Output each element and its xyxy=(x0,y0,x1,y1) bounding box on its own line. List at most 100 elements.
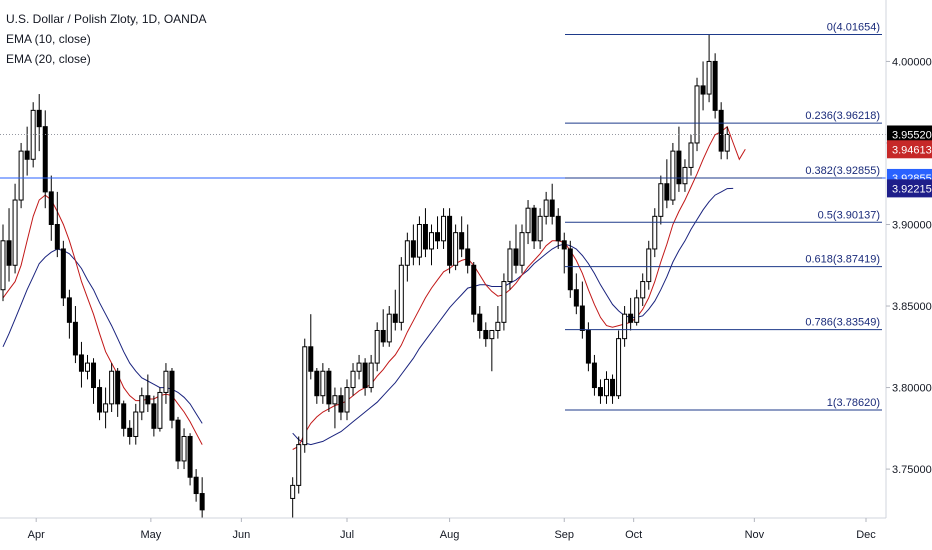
candle-body xyxy=(151,403,157,429)
candle-body xyxy=(103,403,109,413)
candle-body xyxy=(591,362,597,389)
time-tick-label: May xyxy=(140,529,161,541)
candle-body xyxy=(97,387,103,413)
candle-body xyxy=(356,362,362,372)
candle-body xyxy=(42,126,48,193)
candle-body xyxy=(344,387,350,413)
candle-body xyxy=(6,240,12,266)
candle-body xyxy=(302,346,308,446)
fib-level-label: 0.5(3.90137) xyxy=(818,209,880,221)
candle-body xyxy=(84,362,90,372)
candle-body xyxy=(664,183,670,201)
candle-body xyxy=(495,321,501,331)
candle-body xyxy=(525,207,531,234)
candle-body xyxy=(477,313,483,331)
candle-body xyxy=(567,248,573,291)
candle-body xyxy=(163,370,169,393)
candle-body xyxy=(36,109,42,128)
candle-body xyxy=(483,329,489,340)
candle-body xyxy=(519,232,525,266)
candle-body xyxy=(338,395,344,413)
candle-body xyxy=(634,297,640,323)
candle-body xyxy=(694,85,700,144)
candle-body xyxy=(537,215,543,242)
fib-level-label: 0.382(3.92855) xyxy=(805,165,880,177)
candle-body xyxy=(555,215,561,242)
candle-body xyxy=(374,329,380,364)
candle-body xyxy=(121,403,127,429)
candle-body xyxy=(368,362,374,389)
candle-body xyxy=(91,362,97,389)
time-tick-label: Dec xyxy=(856,529,876,541)
candle-body xyxy=(187,435,193,478)
candle-body xyxy=(12,199,18,266)
candle-body xyxy=(604,378,609,397)
price-tag-label: 3.95520 xyxy=(892,129,932,141)
time-tick-label: Jun xyxy=(233,529,251,541)
price-tag xyxy=(887,125,932,144)
price-tick-label: 3.75000 xyxy=(892,464,932,476)
price-tag xyxy=(887,140,932,159)
candle-body xyxy=(435,232,441,242)
candle-body xyxy=(724,133,730,152)
ema-20-path xyxy=(2,187,734,446)
price-tag-label: 3.94613 xyxy=(892,144,932,156)
candle-body xyxy=(616,338,622,397)
price-tick-label: 3.80000 xyxy=(892,383,932,395)
candle-body xyxy=(640,281,646,299)
candle-body xyxy=(561,240,567,250)
candle-body xyxy=(133,411,139,437)
candle-body xyxy=(326,370,332,405)
candle-body xyxy=(428,232,434,250)
fib-retracement[interactable]: 0(4.01654) 0.236(3.96218) 0.382(3.92855) 0.… xyxy=(565,21,882,411)
candle-body xyxy=(199,493,205,511)
candle-body xyxy=(145,395,151,405)
candle-body xyxy=(489,329,495,340)
candle-body xyxy=(652,215,658,250)
candle-body xyxy=(350,370,356,389)
time-tick-label: Sep xyxy=(554,529,574,541)
candle-body xyxy=(610,378,616,397)
candle-body xyxy=(60,248,66,299)
candle-body xyxy=(658,183,664,217)
candle-body xyxy=(416,223,422,258)
candle-body xyxy=(712,60,718,111)
time-tick-label: Nov xyxy=(745,529,765,541)
candle-body xyxy=(181,435,187,462)
horizontal-line[interactable] xyxy=(0,133,886,179)
fib-level-label: 0.786(3.83549) xyxy=(805,317,880,329)
ema-long-legend[interactable]: EMA (20, close) xyxy=(6,52,91,66)
candle-body xyxy=(549,199,555,217)
candle-body xyxy=(706,60,712,95)
candle-body xyxy=(139,395,145,413)
time-tick-label: Apr xyxy=(28,529,45,541)
candle-body xyxy=(465,248,471,266)
candle-body xyxy=(404,240,410,266)
candle-body xyxy=(0,240,6,291)
candle-body xyxy=(441,215,447,242)
ema-short-legend[interactable]: EMA (10, close) xyxy=(6,32,91,46)
fib-level-label: 1(3.78620) xyxy=(827,397,880,409)
candle-body xyxy=(646,248,652,283)
price-tick-label: 4.00000 xyxy=(892,56,932,68)
candle-body xyxy=(193,476,199,495)
candle-body xyxy=(585,329,591,364)
price-tick-label: 3.85000 xyxy=(892,301,932,313)
candle-body xyxy=(78,354,84,372)
candle-body xyxy=(688,142,694,168)
fib-level-label: 0.236(3.96218) xyxy=(805,110,880,122)
candle-body xyxy=(175,419,181,462)
candle-body xyxy=(670,150,676,201)
candle-body xyxy=(127,427,133,437)
candle-body xyxy=(386,313,392,343)
symbol-title[interactable]: U.S. Dollar / Polish Zloty, 1D, OANDA xyxy=(6,12,207,26)
candle-body xyxy=(597,387,603,397)
candle-body xyxy=(308,346,314,372)
ema-20-line xyxy=(2,187,734,446)
time-tick-label: Aug xyxy=(440,529,460,541)
candle-body xyxy=(18,150,24,201)
candle-body xyxy=(290,484,296,499)
